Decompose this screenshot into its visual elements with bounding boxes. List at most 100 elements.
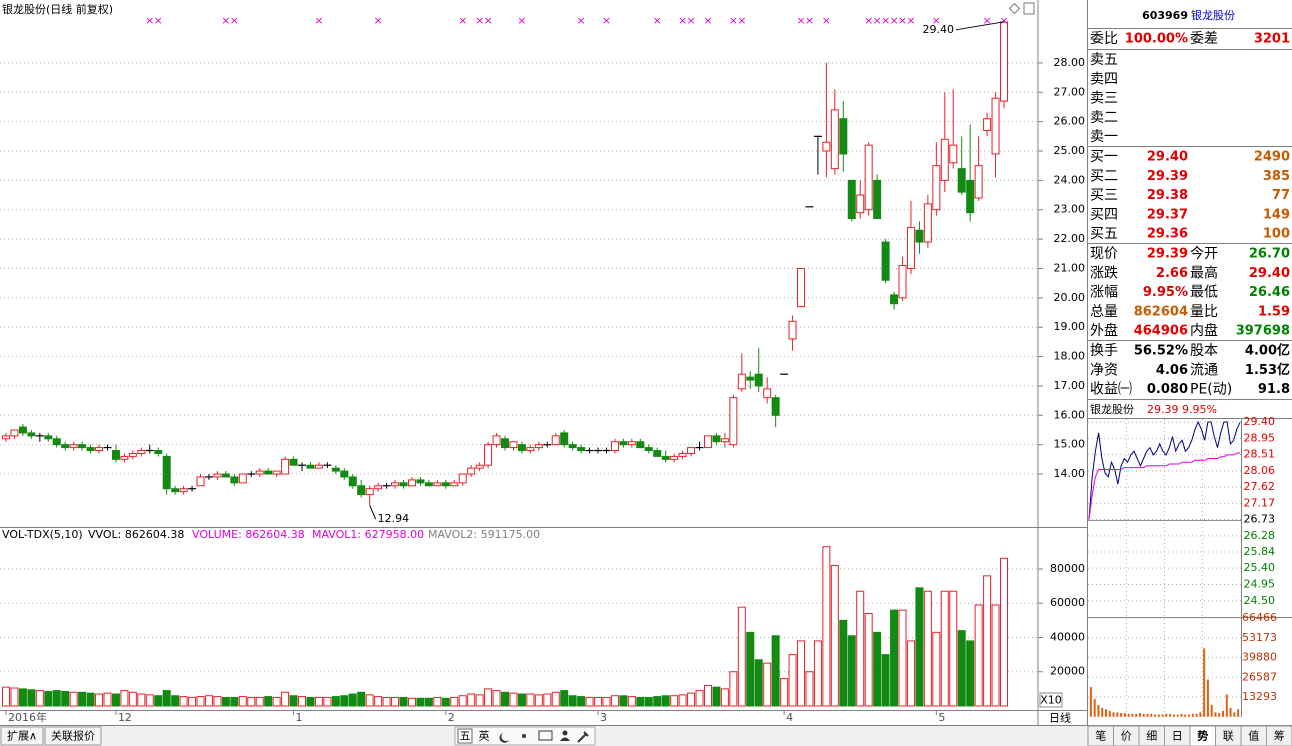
- quote-label: 现价: [1090, 246, 1118, 262]
- icon-diamond[interactable]: [1008, 2, 1021, 15]
- candle-body: [670, 455, 679, 460]
- info-marker[interactable]: ×: [602, 14, 611, 27]
- volume-bar: [602, 696, 611, 707]
- volume-bar: [247, 696, 256, 707]
- info-marker[interactable]: ×: [686, 14, 695, 27]
- quote-label: 流通: [1190, 362, 1218, 378]
- tab-label[interactable]: 细: [1146, 730, 1157, 743]
- candle-body: [69, 444, 78, 449]
- tab-label[interactable]: 联: [1223, 730, 1234, 743]
- volume-bar: [281, 691, 290, 707]
- quote-value: 385: [1263, 169, 1290, 184]
- candle-body: [331, 467, 340, 472]
- volume-bar: [10, 687, 19, 707]
- volume-bar: [754, 659, 763, 707]
- y-tick-label: 29.40: [1244, 415, 1276, 428]
- quote-label: 买三: [1090, 188, 1118, 204]
- volume-bar: [255, 696, 264, 707]
- ime-box[interactable]: [457, 728, 473, 744]
- tab-label[interactable]: 价: [1121, 730, 1132, 743]
- info-marker[interactable]: ×: [982, 14, 991, 27]
- intraday-volume-bar: [1101, 707, 1104, 717]
- info-marker[interactable]: ×: [703, 14, 712, 27]
- candle-body: [407, 479, 416, 487]
- info-marker[interactable]: ×: [898, 14, 907, 27]
- volume-bar: [128, 691, 137, 707]
- volume-bar: [467, 693, 476, 707]
- tab[interactable]: [44, 726, 102, 746]
- volume-bar: [399, 696, 408, 707]
- tab-label[interactable]: 关联报价: [51, 729, 95, 743]
- ime-tool[interactable]: [577, 731, 589, 743]
- info-marker[interactable]: ×: [805, 14, 814, 27]
- info-marker[interactable]: ×: [796, 14, 805, 27]
- ime-dot[interactable]: [522, 734, 526, 738]
- volume-bar: [560, 690, 569, 707]
- candle-body: [763, 388, 772, 399]
- intraday-change: 9.95%: [1182, 403, 1217, 416]
- ime-moon[interactable]: [499, 733, 509, 743]
- ime-label[interactable]: 五: [460, 730, 471, 743]
- intraday-volume-bar: [1165, 713, 1168, 717]
- info-marker[interactable]: ×: [483, 14, 492, 27]
- candle-body: [534, 444, 543, 449]
- info-marker[interactable]: ×: [999, 14, 1008, 27]
- quote-label: 量比: [1190, 304, 1218, 320]
- volume-bar: [424, 697, 433, 707]
- quote-value: 56.52%: [1134, 344, 1188, 359]
- info-marker[interactable]: ×: [314, 14, 323, 27]
- info-marker[interactable]: ×: [230, 14, 239, 27]
- ime-user[interactable]: [562, 730, 568, 736]
- info-marker[interactable]: ×: [729, 14, 738, 27]
- tab-label[interactable]: 势: [1197, 729, 1208, 743]
- info-marker[interactable]: ×: [881, 14, 890, 27]
- intraday-volume-bar: [1112, 712, 1115, 717]
- tab-label[interactable]: 日: [1172, 730, 1183, 743]
- period-label[interactable]: 日线: [1049, 711, 1071, 725]
- info-marker[interactable]: ×: [577, 14, 586, 27]
- volume-bar: [348, 693, 357, 707]
- intraday-volume-bar: [1214, 712, 1217, 717]
- info-marker[interactable]: ×: [374, 14, 383, 27]
- info-marker[interactable]: ×: [906, 14, 915, 27]
- tab-label[interactable]: 扩展∧: [7, 729, 37, 743]
- quote-label: 换手: [1090, 342, 1118, 359]
- info-marker[interactable]: ×: [458, 14, 467, 27]
- icon-window[interactable]: [1023, 2, 1035, 15]
- info-marker[interactable]: ×: [653, 14, 662, 27]
- tab[interactable]: [0, 726, 44, 746]
- volume-bar: [145, 694, 154, 707]
- quote-label: 涨跌: [1090, 265, 1118, 281]
- ime-label[interactable]: 英: [479, 729, 490, 743]
- info-marker[interactable]: ×: [517, 14, 526, 27]
- intraday-line: [1088, 452, 1240, 520]
- quote-label: 委差: [1190, 31, 1218, 47]
- x-tick-label: 2016年: [8, 710, 47, 724]
- info-marker[interactable]: ×: [154, 14, 163, 27]
- info-marker[interactable]: ×: [145, 14, 154, 27]
- info-marker[interactable]: ×: [822, 14, 831, 27]
- info-marker[interactable]: ×: [737, 14, 746, 27]
- info-marker[interactable]: ×: [873, 14, 882, 27]
- intraday-volume-bar: [1203, 648, 1206, 717]
- info-marker[interactable]: ×: [678, 14, 687, 27]
- info-marker[interactable]: ×: [221, 14, 230, 27]
- volume-bar: [314, 696, 323, 707]
- quote-label: 内盘: [1190, 322, 1218, 339]
- candle-body: [949, 144, 958, 164]
- quote-label: 买二: [1090, 168, 1118, 184]
- tab[interactable]: [1266, 725, 1292, 746]
- candle-body: [983, 118, 992, 131]
- info-marker[interactable]: ×: [889, 14, 898, 27]
- candle-body: [196, 476, 205, 487]
- candle-body: [78, 444, 87, 449]
- candle-body: [644, 447, 653, 452]
- info-marker[interactable]: ×: [932, 14, 941, 27]
- ime-keyboard[interactable]: [538, 730, 553, 741]
- info-marker[interactable]: ×: [475, 14, 484, 27]
- ime-user-body[interactable]: [560, 737, 570, 742]
- tab-label[interactable]: 筹: [1274, 729, 1285, 743]
- tab-label[interactable]: 笔: [1095, 729, 1106, 743]
- info-marker[interactable]: ×: [864, 14, 873, 27]
- tab-label[interactable]: 值: [1248, 730, 1259, 743]
